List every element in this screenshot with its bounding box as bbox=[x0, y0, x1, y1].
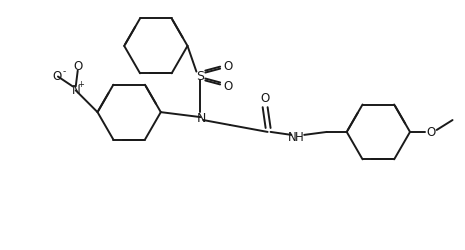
Text: N: N bbox=[197, 111, 206, 124]
Text: O: O bbox=[426, 126, 435, 139]
Text: O: O bbox=[223, 60, 232, 73]
Text: H: H bbox=[295, 131, 304, 144]
Text: O: O bbox=[73, 60, 82, 73]
Text: N: N bbox=[72, 84, 80, 96]
Text: N: N bbox=[288, 131, 297, 144]
Text: S: S bbox=[196, 70, 204, 83]
Text: O: O bbox=[53, 70, 61, 83]
Text: O: O bbox=[260, 92, 269, 104]
Text: +: + bbox=[77, 80, 84, 88]
Text: O: O bbox=[223, 80, 232, 92]
Text: -: - bbox=[62, 67, 66, 76]
